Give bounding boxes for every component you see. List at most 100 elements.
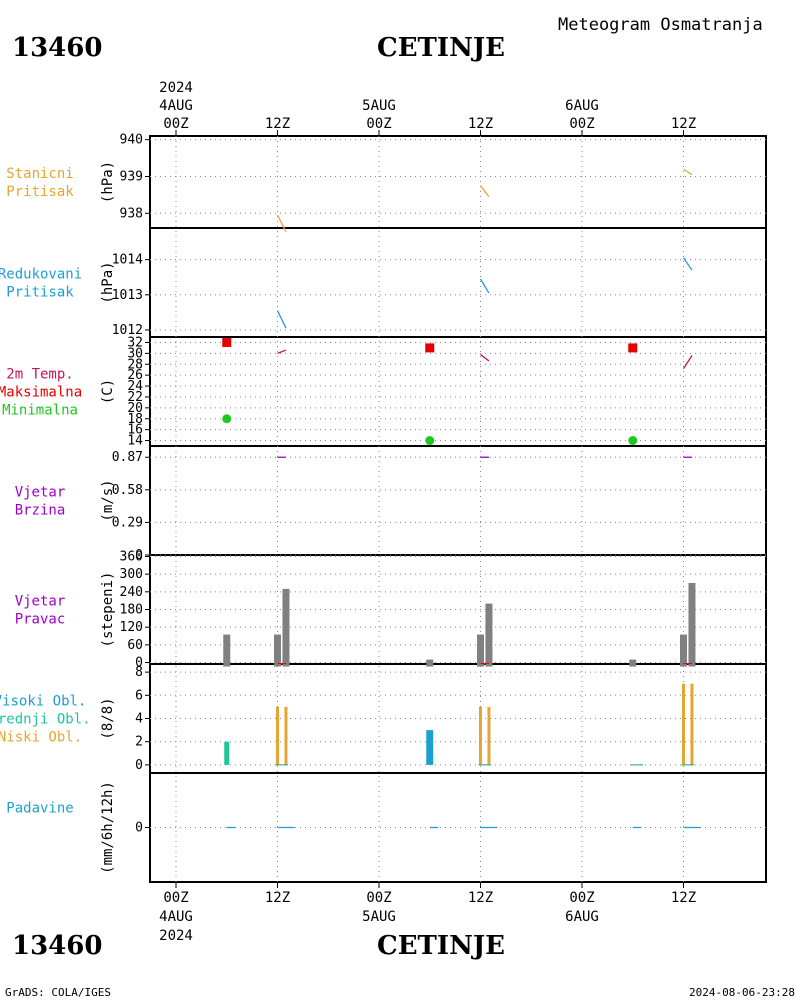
station-id-top: 13460 [12,33,102,63]
wind-direction-bar [274,634,281,667]
plot-frame [149,135,767,883]
y-tick-label: 0 [135,821,143,836]
panel-unit: (C) [100,379,116,404]
wind-direction-bar [477,634,484,667]
y-tick-label: 938 [120,206,143,221]
reduced-pressure-line [479,278,490,294]
y-tick-label: 28 [127,357,143,372]
bottom-day-label: 4AUG [159,909,193,925]
y-tick-label: 22 [127,390,143,405]
top-hour-label: 00Z [163,116,188,132]
panel-unit: (m/s) [100,479,116,521]
low-cloud-bar [284,706,288,765]
reduced-pressure-line [682,257,693,271]
bottom-day-label: 6AUG [565,909,599,925]
tmax-marker [222,337,232,347]
temperature-line [480,353,490,362]
y-tick-label: 8 [135,665,143,680]
temperature-line [682,355,693,369]
y-tick-label: 60 [127,638,143,653]
bottom-hour-label: 00Z [163,890,188,906]
panel-label: Maksimalna [0,385,82,401]
bottom-hour-label: 12Z [265,890,290,906]
panel-label: Pritisak [6,285,74,301]
y-tick-label: 6 [135,688,143,703]
reduced-pressure-line [276,310,287,329]
y-tick-label: 0.58 [112,483,143,498]
y-tick-label: 300 [120,567,143,582]
panel-label: Srednji Obl. [0,712,91,728]
wind-direction-bar [485,603,493,667]
panel-unit: (8/8) [100,697,116,739]
y-tick-label: 32 [127,335,143,350]
bottom-hour-label: 12Z [671,890,696,906]
y-tick-label: 939 [120,169,143,184]
top-hour-label: 12Z [671,116,696,132]
meteogram-subtitle: Meteogram Osmatranja [558,15,763,35]
low-cloud-bar [479,706,482,765]
panel-label: Brzina [15,503,66,519]
top-hour-label: 12Z [265,116,290,132]
y-tick-label: 18 [127,412,143,427]
bottom-hour-label: 00Z [569,890,594,906]
y-tick-label: 0.29 [112,515,143,530]
wind-direction-bar [426,659,434,667]
y-tick-label: 240 [120,585,143,600]
panel-label: Niski Obl. [0,730,82,746]
tmin-marker [628,436,638,446]
y-tick-label: 1014 [112,253,143,268]
station-name-bottom: CETINJE [377,931,505,961]
y-tick-label: 0 [135,758,143,773]
panel-label: Vjetar [15,594,66,610]
panel-unit: (hPa) [100,161,116,203]
panel-label: Pritisak [6,184,74,200]
panel-label: Redukovani [0,267,82,283]
timestamp-text: 2024-08-06-23:28 [689,986,795,999]
low-cloud-bar [690,683,694,765]
panel-label: Visoki Obl. [0,694,86,710]
axis-layer: Stanicni Pritisak (hPa) 940 939 938 Redukovani… [0,80,696,944]
station-id-bottom: 13460 [12,931,102,961]
y-tick-label: 360 [120,549,143,564]
tmin-marker [222,414,232,424]
y-tick-label: 0.87 [112,450,143,465]
grid-layer [150,136,766,882]
y-tick-label: 940 [120,133,143,148]
y-tick-label: 26 [127,368,143,383]
y-tick-label: 2 [135,735,143,750]
panel-label: Padavine [6,801,73,817]
top-day-label: 5AUG [362,98,396,114]
panel-label: Vjetar [15,485,66,501]
mid-cloud-bar [224,741,230,765]
y-tick-label: 24 [127,379,143,394]
low-cloud-bar [682,683,685,765]
y-tick-label: 120 [120,620,143,635]
wind-direction-bar [282,588,290,667]
data-layer [222,168,701,829]
bottom-day-label: 5AUG [362,909,396,925]
tmin-marker [425,436,435,446]
panel-label: Pravac [15,612,66,628]
station-name-top: CETINJE [377,33,505,63]
top-hour-label: 00Z [366,116,391,132]
low-cloud-bar [276,706,279,765]
top-hour-label: 00Z [569,116,594,132]
y-tick-label: 180 [120,603,143,618]
panel-label: Stanicni [6,166,73,182]
wind-direction-bar [688,582,696,667]
station-pressure-line [683,168,693,176]
y-tick-label: 0 [135,548,143,563]
panel-unit: (mm/6h/12h) [100,781,116,874]
low-cloud-bar [487,706,491,765]
tmax-marker [628,343,638,353]
top-day-label: 4AUG [159,98,193,114]
credit-text: GrADS: COLA/IGES [5,986,111,999]
bottom-hour-label: 12Z [468,890,493,906]
panel-label: 2m Temp. [6,367,73,383]
frame-layer [149,135,767,883]
top-year-label: 2024 [159,80,193,96]
panel-unit: (hPa) [100,261,116,303]
bottom-hour-label: 00Z [366,890,391,906]
bottom-year-label: 2024 [159,928,193,944]
